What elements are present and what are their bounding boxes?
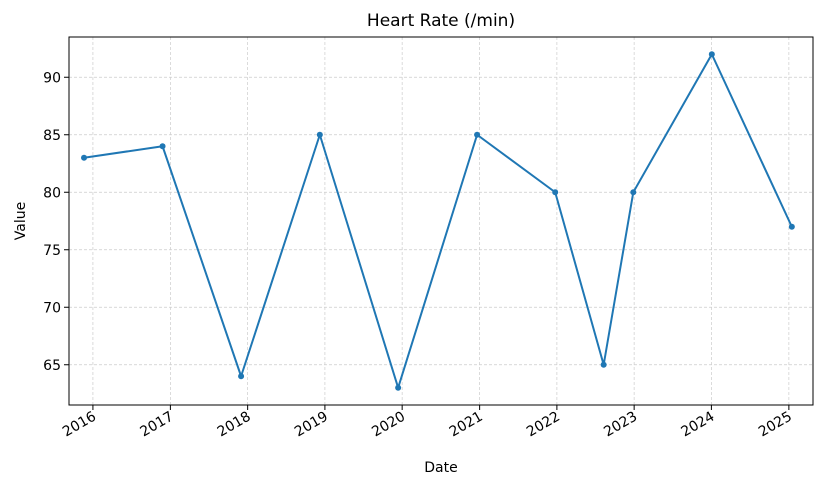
chart-title: Heart Rate (/min) (367, 11, 515, 31)
data-point (630, 189, 637, 196)
y-tick-label: 70 (43, 300, 61, 316)
y-tick-label: 90 (43, 70, 61, 86)
data-point (474, 131, 481, 138)
data-point (159, 143, 166, 150)
data-point (708, 51, 715, 58)
y-tick-label: 85 (43, 128, 61, 144)
y-axis-title: Value (13, 202, 29, 240)
series-layer (81, 51, 795, 391)
data-point (316, 131, 323, 138)
y-tick-label: 80 (43, 185, 61, 201)
data-point (395, 384, 402, 391)
data-point (788, 223, 795, 230)
data-point (552, 189, 559, 196)
y-axis: 65 70 75 80 85 90 (43, 70, 69, 374)
y-tick-label: 75 (43, 243, 61, 259)
plot-frame (68, 36, 814, 406)
x-axis-title: Date (424, 460, 457, 476)
data-point (238, 373, 245, 380)
data-point (600, 361, 607, 368)
y-tick-label: 65 (43, 358, 61, 374)
data-point (81, 154, 88, 161)
